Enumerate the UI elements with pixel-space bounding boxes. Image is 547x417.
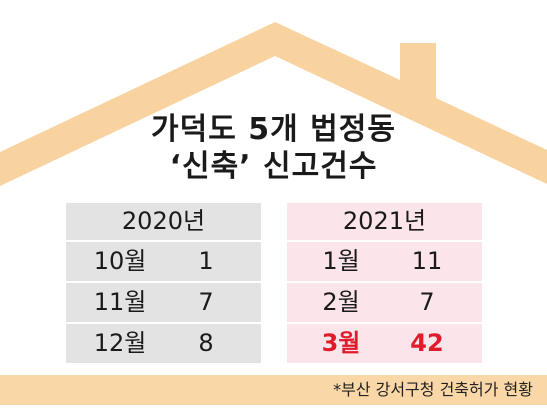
value-cell: 8 (198, 329, 214, 357)
source-footer: *부산 강서구청 건축허가 현황 (0, 375, 547, 405)
month-cell: 1월 (322, 247, 360, 275)
row-divider (287, 240, 482, 242)
table-row: 11월 7 (66, 281, 261, 322)
table-2021: 2021년 1월 11 2월 7 3월 42 (287, 203, 482, 363)
value-cell: 7 (198, 288, 214, 316)
month-cell: 2월 (322, 288, 360, 316)
month-cell: 12월 (93, 329, 147, 357)
row-divider (66, 281, 261, 283)
table-row-highlight: 3월 42 (287, 322, 482, 363)
chart-title-line1: 가덕도 5개 법정동 (151, 112, 396, 147)
table-row: 12월 8 (66, 322, 261, 363)
value-cell: 42 (410, 329, 444, 357)
row-divider (287, 281, 482, 283)
table-row: 1월 11 (287, 240, 482, 281)
value-cell: 11 (411, 247, 443, 275)
row-divider (66, 322, 261, 324)
chart-title-line2: ‘신축’ 신고건수 (169, 149, 378, 184)
value-cell: 7 (419, 288, 435, 316)
table-row: 2월 7 (287, 281, 482, 322)
table-2020: 2020년 10월 1 11월 7 12월 8 (66, 203, 261, 363)
month-cell: 3월 (321, 329, 361, 357)
month-cell: 11월 (93, 288, 147, 316)
row-divider (66, 240, 261, 242)
source-note: *부산 강서구청 건축허가 현황 (333, 380, 533, 399)
row-divider (287, 322, 482, 324)
table-row: 10월 1 (66, 240, 261, 281)
table-year-header: 2020년 (121, 207, 206, 235)
roof-shape (0, 22, 547, 186)
table-year-header: 2021년 (342, 207, 427, 235)
month-cell: 10월 (93, 247, 147, 275)
value-cell: 1 (198, 247, 214, 275)
